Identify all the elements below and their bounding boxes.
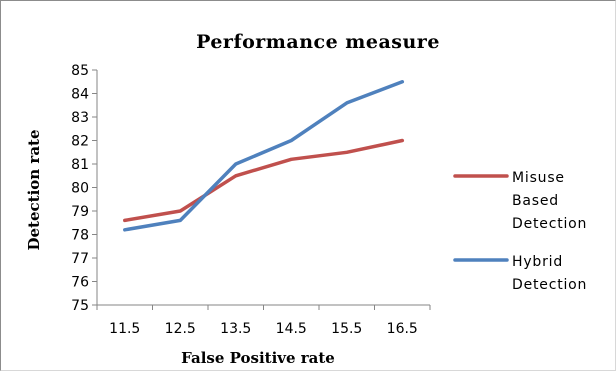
chart-title: Performance measure [196,31,440,53]
legend-label: Hybrid [512,254,563,270]
tick-labels: 75 76 77 78 79 80 81 82 83 84 85 11.5 12.5 13.5 14.5 15… [71,63,418,337]
x-tick-label: 14.5 [276,321,307,337]
legend-label: Misuse [512,170,565,186]
y-tick-label: 82 [71,134,89,150]
y-tick-label: 85 [71,63,89,79]
y-tick-label: 75 [71,298,89,314]
legend-label: Detection [512,277,587,293]
x-axis-title: False Positive rate [181,349,335,367]
axes [92,69,431,310]
x-tick-label: 13.5 [220,321,251,337]
series-lines [123,80,405,232]
y-tick-label: 83 [71,110,89,126]
y-tick-label: 79 [71,204,89,220]
x-tick-label: 15.5 [331,321,362,337]
legend-label: Based [512,193,559,209]
legend-label: Detection [512,216,587,232]
y-tick-label: 81 [71,157,89,173]
y-tick-label: 76 [71,275,89,291]
series-line-misuse [123,138,405,223]
y-tick-label: 78 [71,228,89,244]
y-tick-label: 84 [71,87,89,103]
x-tick-label: 12.5 [165,321,196,337]
x-tick-label: 11.5 [109,321,140,337]
legend: Misuse Based Detection Hybrid Detection [453,170,587,293]
series-line-hybrid [123,80,405,232]
x-tick-label: 16.5 [387,321,418,337]
y-tick-label: 77 [71,251,89,267]
y-tick-label: 80 [71,181,89,197]
y-axis-title: Detection rate [25,129,43,250]
